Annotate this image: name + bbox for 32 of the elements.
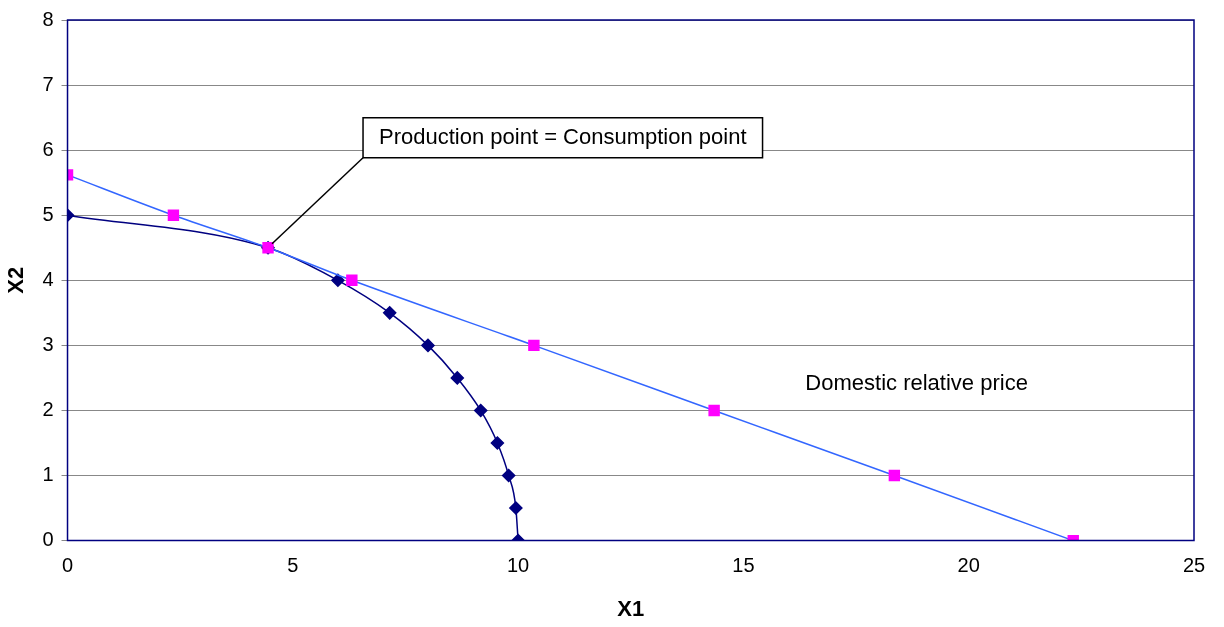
- annotation: Domestic relative price: [805, 370, 1028, 396]
- y-tick-label: 6: [42, 137, 54, 160]
- x-tick-label: 25: [1182, 554, 1206, 577]
- point: [346, 274, 358, 286]
- point: [501, 468, 516, 483]
- y-tick-label: 0: [42, 528, 54, 551]
- point: [708, 404, 720, 417]
- y-tick-label: 2: [42, 397, 54, 420]
- x-tick-label: 15: [732, 554, 755, 577]
- x-tick-label: 5: [287, 554, 299, 577]
- y-tick-label: 4: [42, 267, 54, 290]
- point: [331, 273, 345, 288]
- y-axis-title: X2: [3, 266, 29, 294]
- point: [450, 371, 465, 385]
- y-tick-label: 8: [42, 7, 54, 30]
- annotation: Production point = Consumption point: [379, 123, 747, 149]
- y-tick-label: 5: [42, 202, 54, 225]
- y-tick-label: 1: [42, 463, 54, 486]
- point: [888, 469, 901, 482]
- point: [509, 501, 523, 515]
- point: [490, 436, 505, 450]
- point: [473, 403, 488, 418]
- x-axis-title: X1: [617, 595, 645, 621]
- point: [382, 306, 397, 320]
- x-tick-label: 0: [61, 554, 74, 577]
- point: [528, 339, 540, 352]
- x-tick-label: 20: [957, 554, 980, 577]
- x-tick-label: 10: [506, 554, 530, 577]
- point: [167, 209, 180, 221]
- y-tick-label: 7: [42, 72, 54, 95]
- y-tick-label: 3: [42, 332, 54, 355]
- point: [421, 338, 435, 353]
